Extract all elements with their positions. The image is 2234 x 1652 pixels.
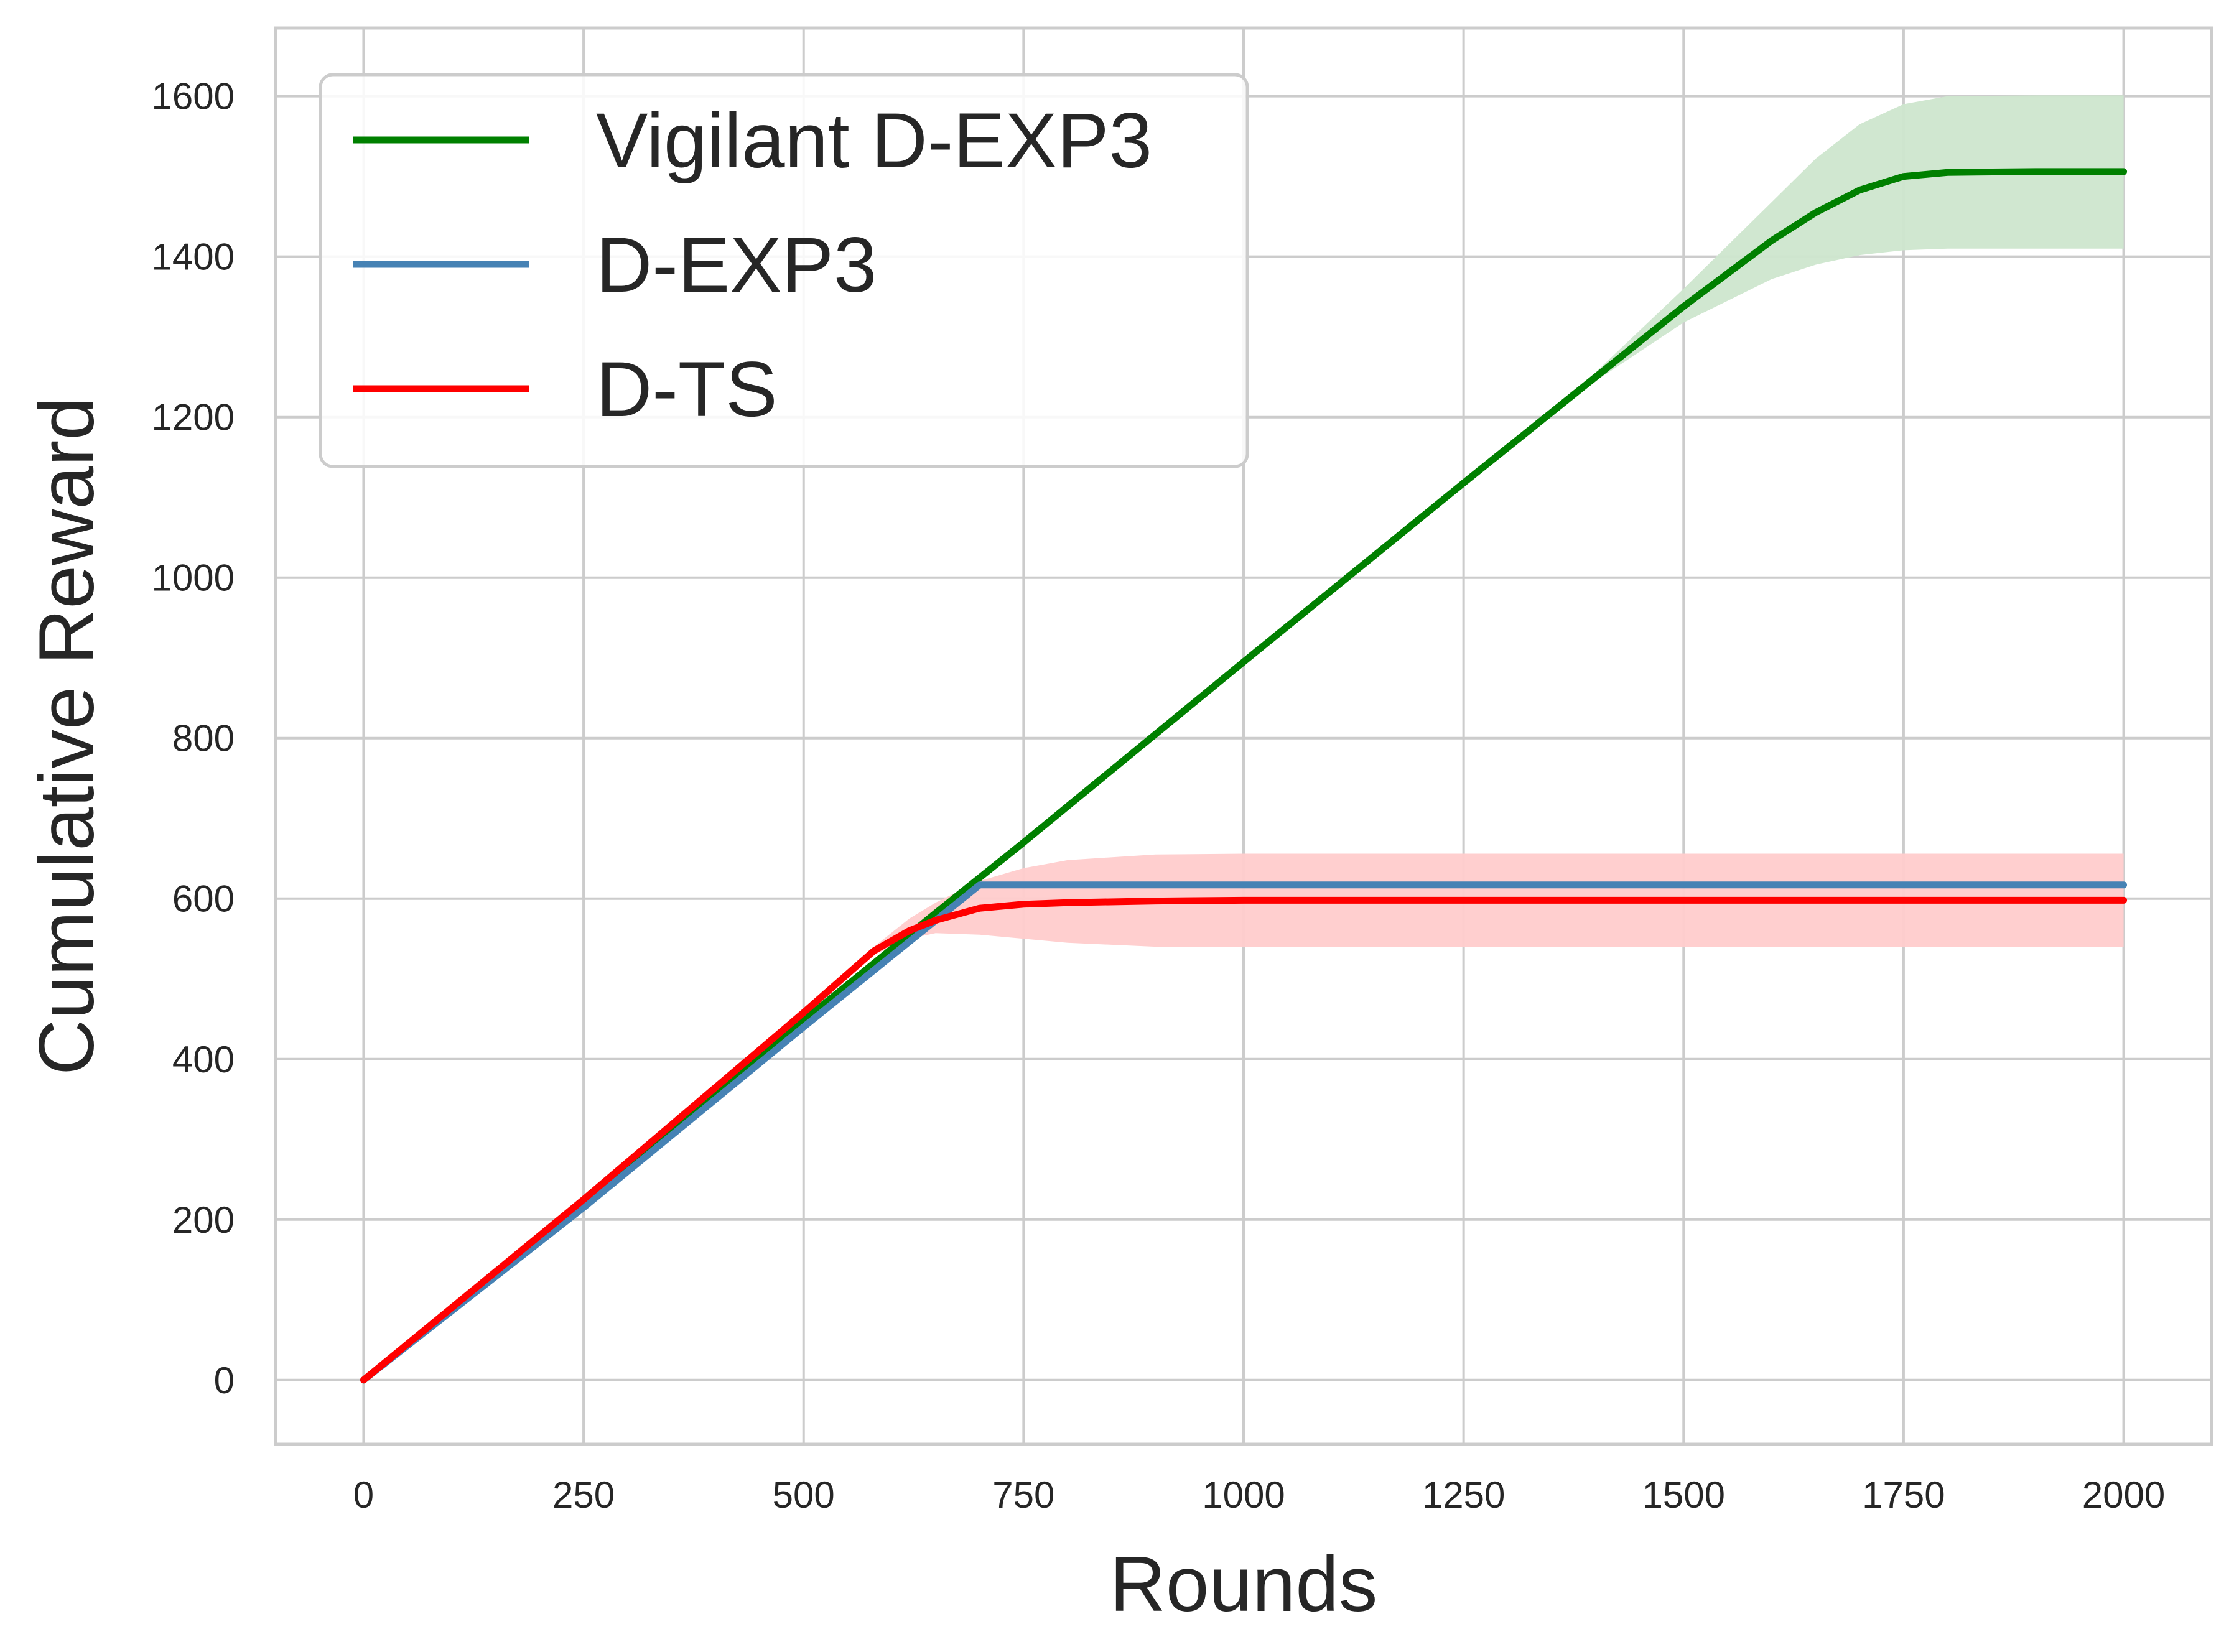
y-tick-label: 1200 [152,397,235,439]
x-tick-label: 0 [353,1474,374,1516]
y-tick-label: 1000 [152,557,235,599]
y-tick-label: 600 [172,878,235,920]
series-line [360,168,2128,1384]
x-axis-title: Rounds [1110,1541,1378,1628]
legend-label: Vigilant D-EXP3 [596,98,1152,184]
y-tick-labels: 0 200 400 600 800 1000 1200 1400 1600 [152,76,235,1401]
y-tick-label: 1600 [152,76,235,118]
y-tick-label: 200 [172,1199,235,1241]
confidence-band [363,853,2124,1380]
series-lines [360,168,2128,1384]
confidence-band [363,95,2124,1380]
confidence-bands [363,95,2124,1380]
legend: Vigilant D-EXP3 D-EXP3 D-TS [319,73,1249,468]
legend-label: D-TS [596,346,778,433]
series-line [360,896,2128,1384]
y-tick-label: 800 [172,718,235,759]
x-tick-label: 1500 [1642,1474,1725,1516]
legend-box [319,73,1249,468]
legend-label: D-EXP3 [596,222,877,309]
x-tick-label: 500 [773,1474,835,1516]
series-line [360,881,2128,1384]
y-axis-title: Cumulative Reward [24,397,110,1075]
x-tick-labels: 0 250 500 750 1000 1250 1500 1750 2000 [353,1474,2166,1516]
x-tick-label: 750 [992,1474,1054,1516]
y-tick-label: 1400 [152,236,235,278]
x-tick-label: 1750 [1862,1474,1945,1516]
x-tick-label: 1000 [1202,1474,1285,1516]
x-tick-label: 2000 [2082,1474,2165,1516]
y-tick-label: 0 [214,1360,235,1401]
x-tick-label: 1250 [1422,1474,1505,1516]
x-tick-label: 250 [552,1474,615,1516]
y-tick-label: 400 [172,1039,235,1080]
